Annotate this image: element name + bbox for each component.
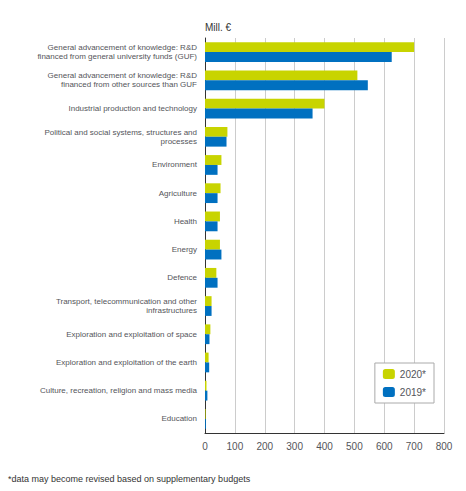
svg-text:600: 600 <box>376 441 393 452</box>
svg-text:2020*: 2020* <box>400 369 426 380</box>
svg-text:Health: Health <box>174 217 197 226</box>
svg-text:Energy: Energy <box>172 245 197 254</box>
svg-text:0: 0 <box>202 441 208 452</box>
svg-text:Exploration and exploitation o: Exploration and exploitation of the eart… <box>56 358 197 367</box>
svg-text:300: 300 <box>286 441 303 452</box>
svg-text:Mill. €: Mill. € <box>205 22 232 33</box>
svg-text:700: 700 <box>406 441 423 452</box>
svg-text:Political and social systems,: Political and social systems, structures… <box>44 128 197 137</box>
svg-text:2019*: 2019* <box>400 387 426 398</box>
svg-text:500: 500 <box>346 441 363 452</box>
svg-text:400: 400 <box>316 441 333 452</box>
svg-text:Industrial production and tech: Industrial production and technology <box>68 104 197 113</box>
svg-text:*data may become revised based: *data may become revised based on supple… <box>8 474 251 484</box>
svg-text:Exploration and exploitation o: Exploration and exploitation of space <box>66 330 197 339</box>
svg-text:financed from general universi: financed from general university funds (… <box>37 52 197 61</box>
svg-text:General advancement of knowled: General advancement of knowledge: R&D <box>48 71 198 80</box>
svg-text:financed from other sources th: financed from other sources than GUF <box>61 80 197 89</box>
svg-text:processes: processes <box>161 137 197 146</box>
svg-text:General advancement of knowled: General advancement of knowledge: R&D <box>48 43 198 52</box>
svg-text:Transport, telecommunication a: Transport, telecommunication and other <box>56 297 197 306</box>
svg-text:Culture, recreation, religion: Culture, recreation, religion and mass m… <box>40 386 198 395</box>
svg-text:Agriculture: Agriculture <box>159 189 198 198</box>
svg-text:800: 800 <box>436 441 453 452</box>
svg-text:infrastructures: infrastructures <box>146 306 197 315</box>
svg-text:200: 200 <box>256 441 273 452</box>
svg-text:Defence: Defence <box>167 273 197 282</box>
svg-text:100: 100 <box>227 441 244 452</box>
svg-text:Education: Education <box>161 414 197 423</box>
svg-text:Environment: Environment <box>152 160 198 169</box>
